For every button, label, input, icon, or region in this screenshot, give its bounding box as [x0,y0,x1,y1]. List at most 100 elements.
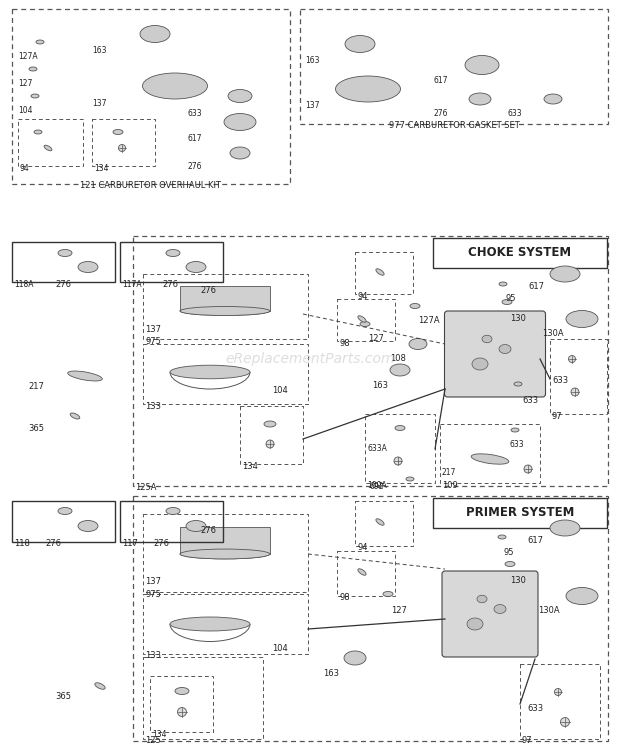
Ellipse shape [358,315,366,322]
Text: 365: 365 [28,424,44,433]
Text: 633: 633 [552,376,568,385]
Ellipse shape [390,364,410,376]
Bar [92,119,155,166]
Ellipse shape [566,310,598,327]
Text: 633A: 633A [367,444,387,453]
Text: 276: 276 [55,280,71,289]
Ellipse shape [224,114,256,130]
Ellipse shape [469,93,491,105]
Ellipse shape [180,549,270,559]
Text: 163: 163 [323,669,339,678]
Ellipse shape [477,595,487,603]
Bar [12,501,115,542]
Ellipse shape [360,321,370,327]
Bar [133,496,608,741]
Ellipse shape [410,304,420,309]
Ellipse shape [78,261,98,272]
Ellipse shape [230,147,250,159]
Text: 127A: 127A [418,316,440,325]
Ellipse shape [177,708,187,716]
Ellipse shape [264,421,276,427]
Text: PRIMER SYSTEM: PRIMER SYSTEM [466,507,574,519]
Bar [143,274,308,339]
Ellipse shape [180,307,270,315]
Ellipse shape [471,454,509,464]
Text: 617: 617 [433,76,448,85]
Text: 121 CARBURETOR OVERHAUL KIT: 121 CARBURETOR OVERHAUL KIT [81,181,221,190]
Ellipse shape [180,549,270,559]
Bar [143,344,308,404]
Text: CHOKE SYSTEM: CHOKE SYSTEM [469,246,572,260]
Text: 977 CARBURETOR GASKET SET: 977 CARBURETOR GASKET SET [389,121,520,130]
Ellipse shape [113,129,123,135]
Ellipse shape [140,25,170,42]
Ellipse shape [180,307,270,315]
Text: 633: 633 [510,440,525,449]
Text: 217: 217 [28,382,44,391]
Ellipse shape [554,688,562,696]
Text: 130: 130 [510,314,526,323]
Text: 137: 137 [145,577,161,586]
Bar [180,527,270,554]
Ellipse shape [395,426,405,431]
Text: 130: 130 [510,576,526,585]
Ellipse shape [170,617,250,631]
Text: 130A: 130A [542,329,564,338]
Text: 118A: 118A [14,280,33,289]
Ellipse shape [502,300,512,304]
Ellipse shape [550,266,580,282]
Ellipse shape [566,588,598,604]
Ellipse shape [58,507,72,515]
Text: 617: 617 [187,134,202,143]
FancyBboxPatch shape [442,571,538,657]
Ellipse shape [186,521,206,531]
Text: 108: 108 [390,354,406,363]
Ellipse shape [383,591,393,597]
Text: 276: 276 [433,109,448,118]
Text: 217: 217 [442,468,456,477]
Text: 130A: 130A [538,606,560,615]
Text: 125: 125 [145,736,161,744]
Ellipse shape [36,40,44,44]
Bar [143,594,308,654]
Text: 163: 163 [92,46,107,55]
Ellipse shape [175,687,189,694]
Ellipse shape [505,562,515,566]
Text: 118: 118 [14,539,30,548]
Ellipse shape [34,130,42,134]
Text: 633: 633 [187,109,202,118]
Ellipse shape [524,465,532,473]
Ellipse shape [569,356,575,362]
Ellipse shape [376,519,384,525]
Text: 134: 134 [94,164,108,173]
Ellipse shape [465,56,499,74]
Bar [12,9,290,184]
Ellipse shape [499,344,511,353]
Text: 117: 117 [122,539,138,548]
Ellipse shape [44,145,52,151]
Bar [150,676,213,732]
Bar [18,119,83,166]
Text: 633: 633 [527,704,543,713]
Text: eReplacementParts.com: eReplacementParts.com [225,352,395,366]
Text: 134: 134 [242,462,258,471]
Text: 276: 276 [200,286,216,295]
Text: 365: 365 [55,692,71,701]
Text: 975: 975 [145,337,161,346]
Text: 104: 104 [18,106,32,115]
Ellipse shape [494,604,506,614]
Ellipse shape [70,413,80,419]
Text: 97: 97 [552,412,562,421]
Ellipse shape [118,144,125,152]
Bar [520,664,600,739]
Bar [143,514,308,592]
Ellipse shape [409,339,427,350]
Text: 276: 276 [153,539,169,548]
Ellipse shape [95,683,105,689]
Text: 137: 137 [145,325,161,334]
Text: 692: 692 [370,482,384,491]
Bar [550,339,607,414]
Text: 109: 109 [442,481,458,490]
Ellipse shape [406,477,414,481]
Ellipse shape [560,717,570,726]
